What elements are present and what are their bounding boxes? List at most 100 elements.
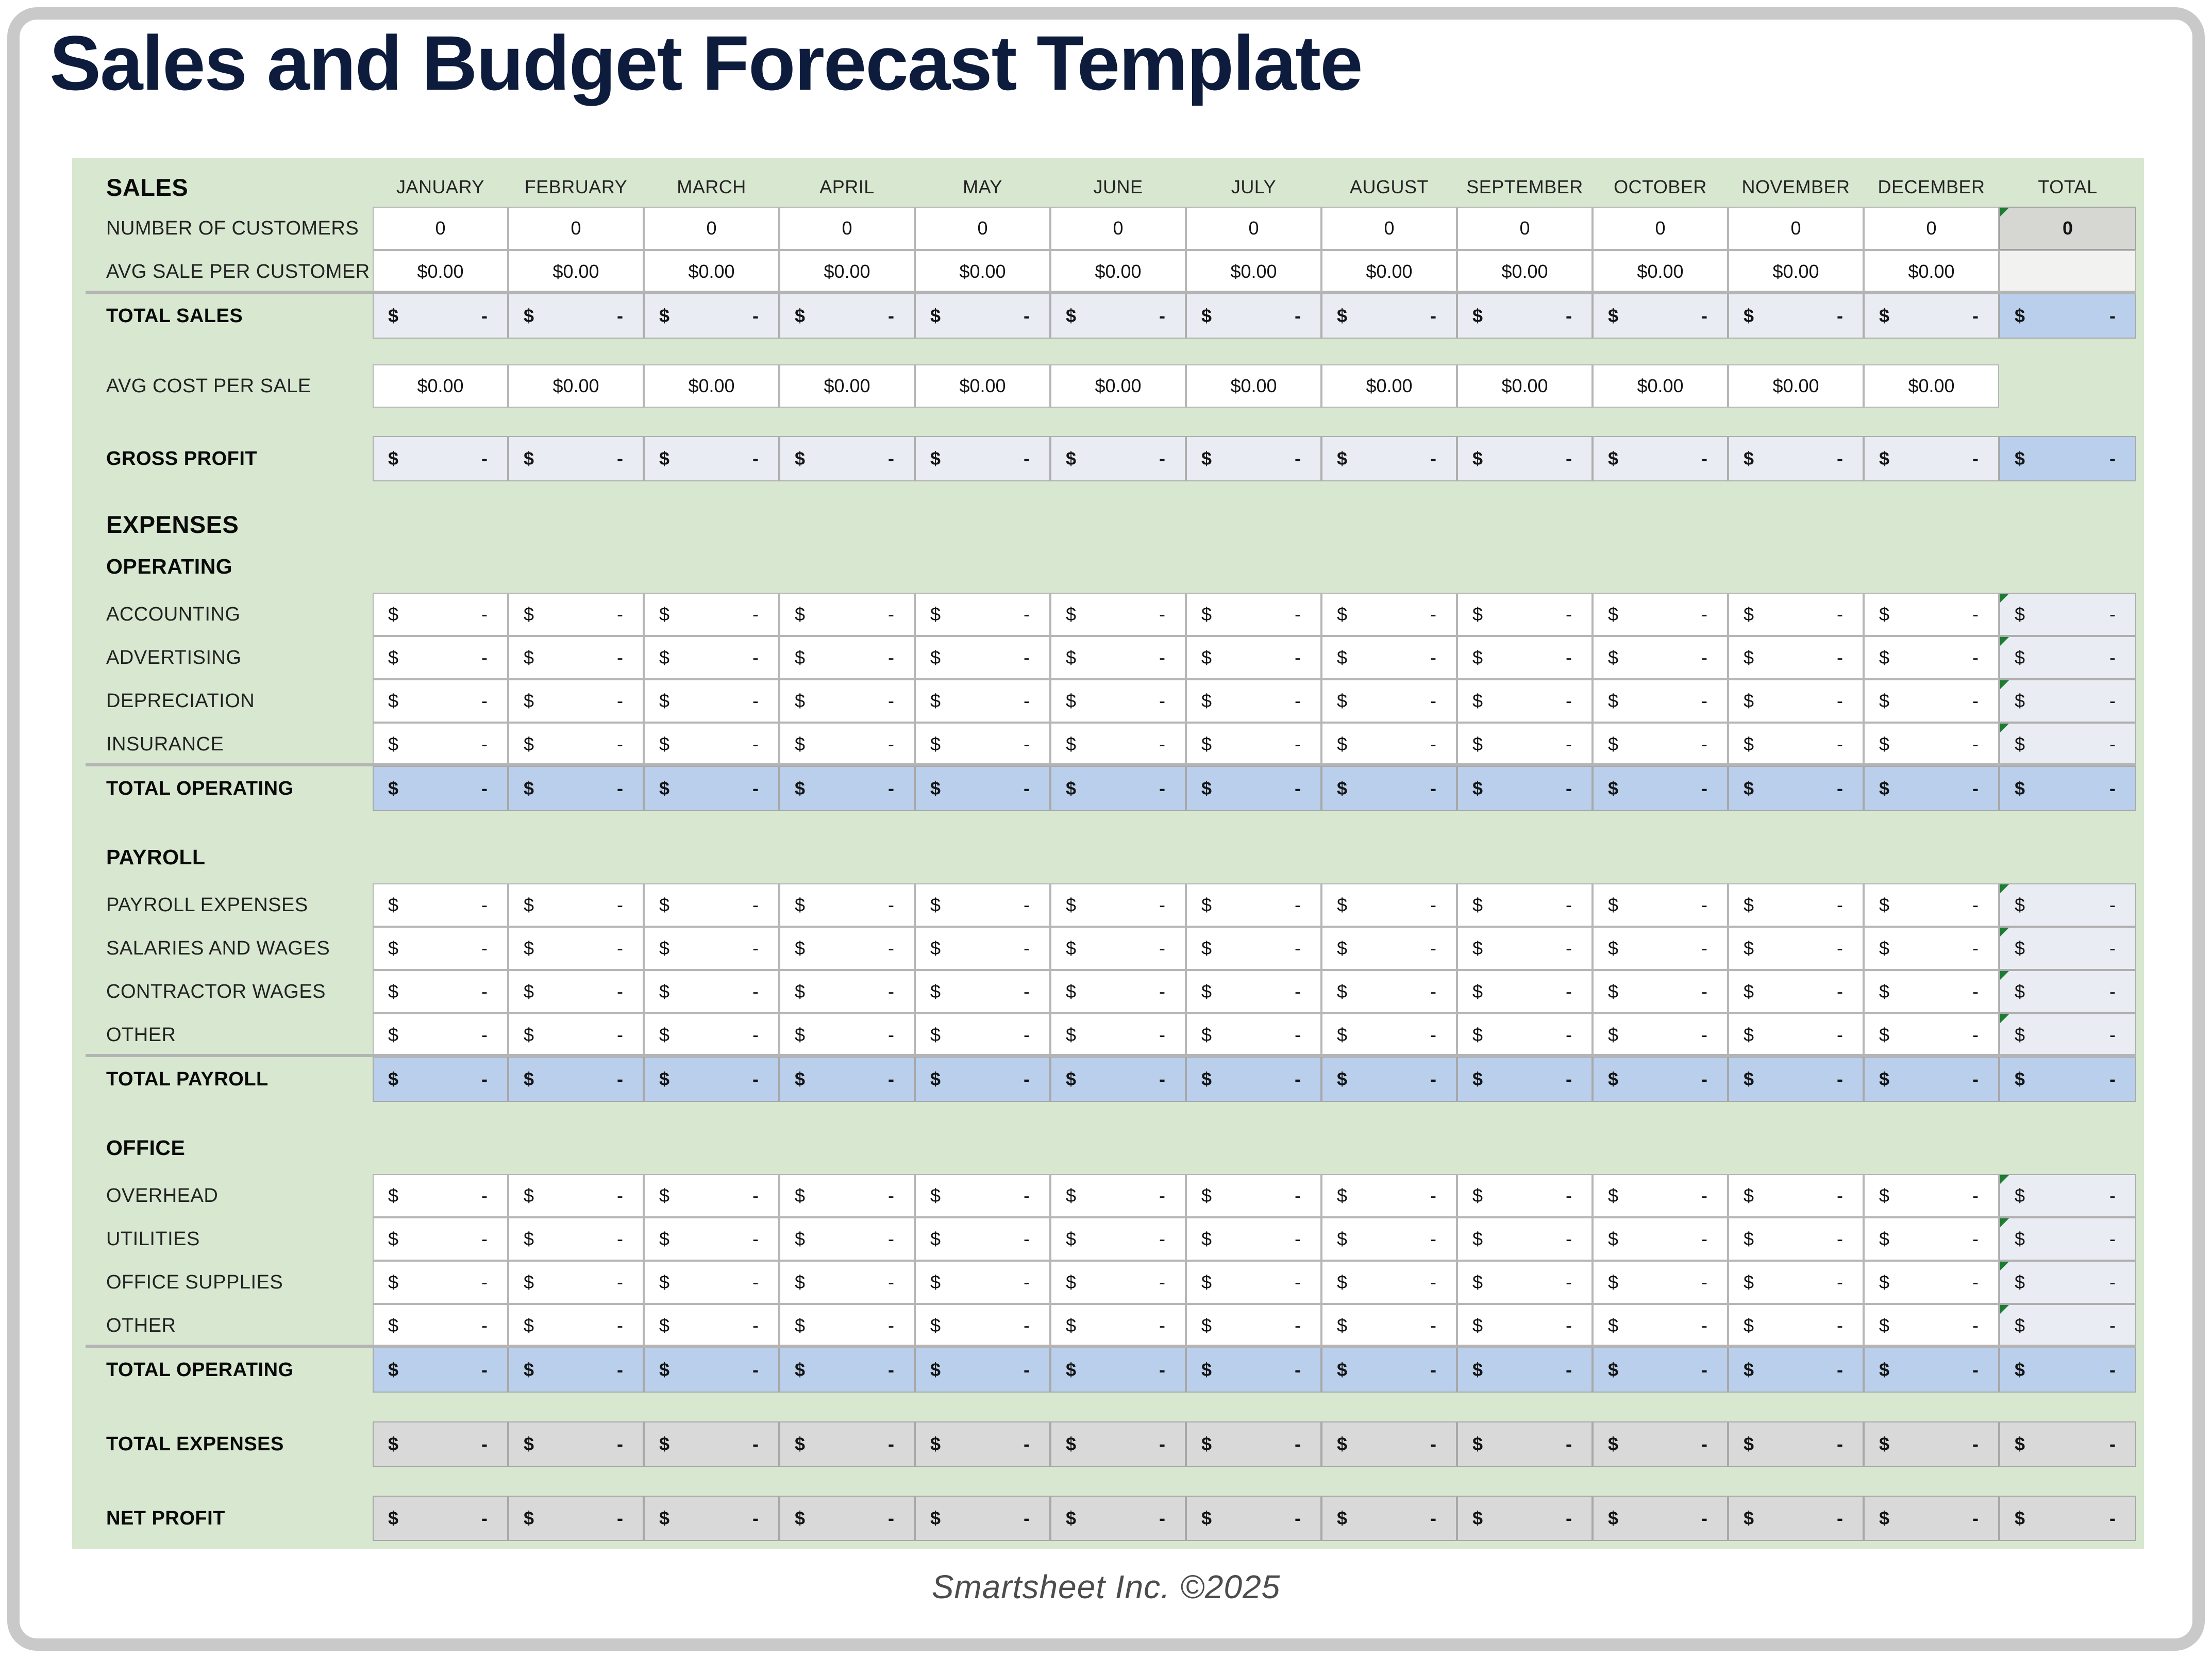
advertising-cell-april[interactable]: $ - [779,636,915,679]
number-of-customers-cell-june[interactable]: 0 [1050,207,1186,250]
contractor-wages-cell-september[interactable]: $ - [1457,970,1593,1013]
depreciation-cell-july[interactable]: $ - [1186,679,1321,723]
other-payroll-cell-november[interactable]: $ - [1728,1013,1864,1057]
contractor-wages-cell-april[interactable]: $ - [779,970,915,1013]
other-payroll-cell-july[interactable]: $ - [1186,1013,1321,1057]
advertising-cell-december[interactable]: $ - [1864,636,1999,679]
avg-sale-per-customer-cell-july[interactable]: $0.00 [1186,250,1321,293]
advertising-cell-may[interactable]: $ - [915,636,1050,679]
avg-sale-per-customer-cell-may[interactable]: $0.00 [915,250,1050,293]
other-payroll-cell-december[interactable]: $ - [1864,1013,1999,1057]
avg-sale-per-customer-cell-december[interactable]: $0.00 [1864,250,1999,293]
avg-sale-per-customer-cell-september[interactable]: $0.00 [1457,250,1593,293]
other-office-cell-may[interactable]: $ - [915,1304,1050,1347]
payroll-expenses-cell-may[interactable]: $ - [915,883,1050,927]
avg-cost-per-sale-cell-november[interactable]: $0.00 [1728,364,1864,408]
advertising-cell-july[interactable]: $ - [1186,636,1321,679]
payroll-expenses-cell-december[interactable]: $ - [1864,883,1999,927]
accounting-cell-december[interactable]: $ - [1864,593,1999,636]
office-supplies-cell-january[interactable]: $ - [373,1261,508,1304]
depreciation-cell-september[interactable]: $ - [1457,679,1593,723]
number-of-customers-cell-october[interactable]: 0 [1593,207,1728,250]
contractor-wages-cell-june[interactable]: $ - [1050,970,1186,1013]
overhead-cell-december[interactable]: $ - [1864,1174,1999,1217]
payroll-expenses-cell-april[interactable]: $ - [779,883,915,927]
avg-cost-per-sale-cell-december[interactable]: $0.00 [1864,364,1999,408]
other-payroll-cell-october[interactable]: $ - [1593,1013,1728,1057]
utilities-cell-february[interactable]: $ - [508,1217,644,1261]
advertising-cell-june[interactable]: $ - [1050,636,1186,679]
advertising-cell-october[interactable]: $ - [1593,636,1728,679]
contractor-wages-cell-february[interactable]: $ - [508,970,644,1013]
overhead-cell-february[interactable]: $ - [508,1174,644,1217]
other-office-cell-august[interactable]: $ - [1321,1304,1457,1347]
accounting-cell-july[interactable]: $ - [1186,593,1321,636]
salaries-and-wages-cell-march[interactable]: $ - [644,927,779,970]
accounting-cell-february[interactable]: $ - [508,593,644,636]
avg-cost-per-sale-cell-august[interactable]: $0.00 [1321,364,1457,408]
contractor-wages-cell-january[interactable]: $ - [373,970,508,1013]
payroll-expenses-cell-june[interactable]: $ - [1050,883,1186,927]
utilities-cell-march[interactable]: $ - [644,1217,779,1261]
depreciation-cell-march[interactable]: $ - [644,679,779,723]
utilities-cell-june[interactable]: $ - [1050,1217,1186,1261]
overhead-cell-april[interactable]: $ - [779,1174,915,1217]
overhead-cell-august[interactable]: $ - [1321,1174,1457,1217]
utilities-cell-october[interactable]: $ - [1593,1217,1728,1261]
accounting-cell-august[interactable]: $ - [1321,593,1457,636]
avg-sale-per-customer-cell-february[interactable]: $0.00 [508,250,644,293]
avg-cost-per-sale-cell-may[interactable]: $0.00 [915,364,1050,408]
payroll-expenses-cell-october[interactable]: $ - [1593,883,1728,927]
insurance-cell-june[interactable]: $ - [1050,723,1186,766]
other-office-cell-march[interactable]: $ - [644,1304,779,1347]
utilities-cell-july[interactable]: $ - [1186,1217,1321,1261]
salaries-and-wages-cell-august[interactable]: $ - [1321,927,1457,970]
utilities-cell-december[interactable]: $ - [1864,1217,1999,1261]
overhead-cell-october[interactable]: $ - [1593,1174,1728,1217]
payroll-expenses-cell-august[interactable]: $ - [1321,883,1457,927]
number-of-customers-cell-january[interactable]: 0 [373,207,508,250]
insurance-cell-april[interactable]: $ - [779,723,915,766]
contractor-wages-cell-november[interactable]: $ - [1728,970,1864,1013]
advertising-cell-march[interactable]: $ - [644,636,779,679]
depreciation-cell-february[interactable]: $ - [508,679,644,723]
advertising-cell-february[interactable]: $ - [508,636,644,679]
depreciation-cell-june[interactable]: $ - [1050,679,1186,723]
office-supplies-cell-september[interactable]: $ - [1457,1261,1593,1304]
salaries-and-wages-cell-january[interactable]: $ - [373,927,508,970]
avg-cost-per-sale-cell-january[interactable]: $0.00 [373,364,508,408]
salaries-and-wages-cell-november[interactable]: $ - [1728,927,1864,970]
insurance-cell-july[interactable]: $ - [1186,723,1321,766]
number-of-customers-cell-december[interactable]: 0 [1864,207,1999,250]
other-payroll-cell-february[interactable]: $ - [508,1013,644,1057]
accounting-cell-january[interactable]: $ - [373,593,508,636]
overhead-cell-may[interactable]: $ - [915,1174,1050,1217]
insurance-cell-march[interactable]: $ - [644,723,779,766]
contractor-wages-cell-august[interactable]: $ - [1321,970,1457,1013]
utilities-cell-may[interactable]: $ - [915,1217,1050,1261]
insurance-cell-february[interactable]: $ - [508,723,644,766]
salaries-and-wages-cell-april[interactable]: $ - [779,927,915,970]
office-supplies-cell-june[interactable]: $ - [1050,1261,1186,1304]
contractor-wages-cell-may[interactable]: $ - [915,970,1050,1013]
other-office-cell-february[interactable]: $ - [508,1304,644,1347]
salaries-and-wages-cell-may[interactable]: $ - [915,927,1050,970]
payroll-expenses-cell-september[interactable]: $ - [1457,883,1593,927]
contractor-wages-cell-march[interactable]: $ - [644,970,779,1013]
overhead-cell-july[interactable]: $ - [1186,1174,1321,1217]
other-office-cell-january[interactable]: $ - [373,1304,508,1347]
salaries-and-wages-cell-july[interactable]: $ - [1186,927,1321,970]
insurance-cell-august[interactable]: $ - [1321,723,1457,766]
other-payroll-cell-january[interactable]: $ - [373,1013,508,1057]
other-office-cell-december[interactable]: $ - [1864,1304,1999,1347]
advertising-cell-september[interactable]: $ - [1457,636,1593,679]
other-office-cell-july[interactable]: $ - [1186,1304,1321,1347]
depreciation-cell-may[interactable]: $ - [915,679,1050,723]
insurance-cell-may[interactable]: $ - [915,723,1050,766]
avg-cost-per-sale-cell-july[interactable]: $0.00 [1186,364,1321,408]
payroll-expenses-cell-february[interactable]: $ - [508,883,644,927]
overhead-cell-june[interactable]: $ - [1050,1174,1186,1217]
salaries-and-wages-cell-december[interactable]: $ - [1864,927,1999,970]
number-of-customers-cell-april[interactable]: 0 [779,207,915,250]
other-payroll-cell-may[interactable]: $ - [915,1013,1050,1057]
